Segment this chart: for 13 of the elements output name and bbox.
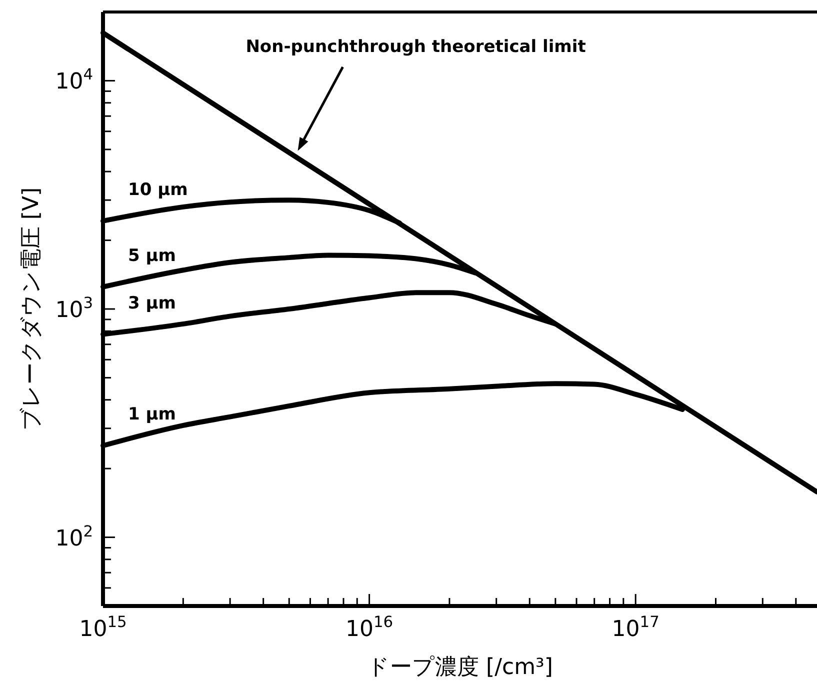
x-tick-label: 10$^{17}$	[612, 613, 660, 642]
series-label: 10 μm	[128, 180, 188, 200]
y-tick-label: 10$^{3}$	[55, 294, 93, 323]
annotation: Non-punchthrough theoretical limit	[246, 37, 586, 57]
x-tick-label: 10$^{16}$	[346, 613, 394, 642]
series-label: 3 μm	[128, 293, 176, 314]
x-tick-label: 10$^{15}$	[79, 613, 127, 642]
y-axis-title: ブレークダウン電圧 [V]	[19, 187, 44, 431]
y-tick-label: 10$^{2}$	[55, 522, 93, 552]
series-label: 5 μm	[128, 246, 176, 266]
y-tick-label: 10$^{4}$	[55, 66, 93, 95]
x-axis-title: ドープ濃度 [/cm³]	[367, 655, 553, 680]
series-label: 1 μm	[128, 404, 176, 425]
